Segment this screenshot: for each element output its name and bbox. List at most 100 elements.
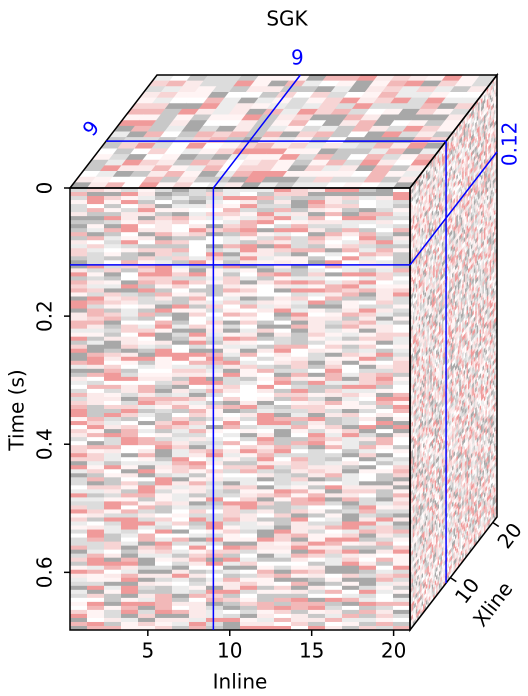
texture-cell [138, 521, 156, 527]
texture-cell [155, 244, 173, 249]
texture-cell [223, 521, 241, 527]
texture-cell [223, 288, 241, 293]
texture-cell [283, 147, 306, 155]
texture-cell [104, 268, 122, 273]
texture-cell [376, 553, 394, 559]
texture-cell [257, 529, 275, 535]
texture-cell [274, 417, 292, 422]
texture-cell [376, 481, 394, 486]
texture-cell [237, 74, 260, 81]
texture-cell [240, 404, 258, 410]
texture-cell [138, 549, 156, 555]
texture-cell [206, 368, 224, 374]
texture-cell [274, 581, 292, 587]
texture-cell [138, 625, 156, 631]
texture-cell [393, 577, 411, 583]
texture-cell [104, 212, 122, 217]
texture-cell [189, 557, 207, 563]
texture-cell [91, 176, 114, 183]
texture-cell [172, 453, 190, 458]
texture-cell [121, 501, 139, 506]
texture-cell [257, 304, 275, 310]
texture-cell [189, 429, 207, 434]
texture-cell [393, 529, 411, 535]
texture-cell [155, 204, 173, 209]
texture-cell [274, 509, 292, 514]
texture-cell [325, 609, 343, 615]
texture-cell [223, 372, 241, 378]
texture-cell [223, 192, 241, 197]
texture-cell [104, 244, 122, 249]
texture-cell [87, 252, 105, 257]
texture-cell [334, 125, 357, 132]
texture-cell [274, 292, 292, 297]
texture-cell [415, 85, 439, 92]
texture-cell [393, 368, 411, 374]
texture-cell [70, 208, 88, 213]
texture-cell [342, 589, 360, 595]
texture-cell [342, 625, 360, 631]
texture-cell [206, 577, 224, 583]
texture-cell [70, 441, 88, 446]
texture-cell [87, 348, 105, 354]
texture-cell [172, 232, 190, 237]
texture-cell [223, 461, 241, 466]
texture-cell [155, 236, 173, 241]
texture-cell [240, 264, 258, 269]
texture-cell [121, 288, 139, 293]
texture-cell [393, 437, 411, 442]
texture-cell [291, 228, 309, 233]
texture-cell [121, 453, 139, 458]
texture-cell [342, 276, 360, 281]
texture-cell [257, 272, 275, 277]
texture-cell [249, 102, 273, 109]
texture-cell [312, 153, 336, 160]
texture-cell [376, 404, 394, 410]
texture-cell [189, 625, 207, 631]
texture-cell [376, 625, 394, 631]
texture-cell [189, 617, 207, 623]
texture-cell [342, 565, 360, 571]
texture-cell [342, 376, 360, 382]
texture-cell [155, 605, 173, 611]
texture-cell [359, 585, 377, 591]
texture-cell [274, 336, 292, 342]
texture-cell [325, 292, 343, 297]
texture-cell [155, 264, 173, 269]
texture-cell [121, 372, 139, 378]
texture-cell [274, 348, 292, 354]
texture-cell [155, 272, 173, 277]
texture-cell [121, 409, 139, 414]
texture-cell [279, 130, 302, 138]
texture-cell [274, 388, 292, 394]
texture-cell [104, 601, 122, 607]
texture-cell [172, 465, 190, 470]
texture-cell [411, 113, 434, 121]
texture-cell [87, 565, 105, 571]
texture-cell [70, 413, 88, 418]
texture-cell [223, 601, 241, 607]
texture-cell [359, 409, 377, 414]
texture-cell [206, 188, 224, 193]
texture-cell [104, 613, 122, 619]
texture-cell [87, 613, 105, 619]
texture-cell [458, 97, 481, 104]
texture-cell [406, 142, 429, 149]
texture-cell [87, 296, 105, 302]
texture-cell [240, 569, 258, 575]
texture-cell [216, 80, 239, 87]
texture-cell [240, 525, 258, 531]
texture-cell [138, 360, 156, 366]
texture-cell [172, 360, 190, 366]
texture-cell [189, 533, 207, 539]
texture-cell [274, 497, 292, 502]
texture-cell [70, 509, 88, 514]
texture-cell [206, 200, 224, 205]
texture-cell [308, 501, 326, 506]
texture-cell [308, 529, 326, 535]
texture-cell [325, 320, 343, 326]
texture-cell [240, 252, 258, 257]
texture-cell [189, 159, 212, 166]
texture-cell [91, 153, 115, 160]
